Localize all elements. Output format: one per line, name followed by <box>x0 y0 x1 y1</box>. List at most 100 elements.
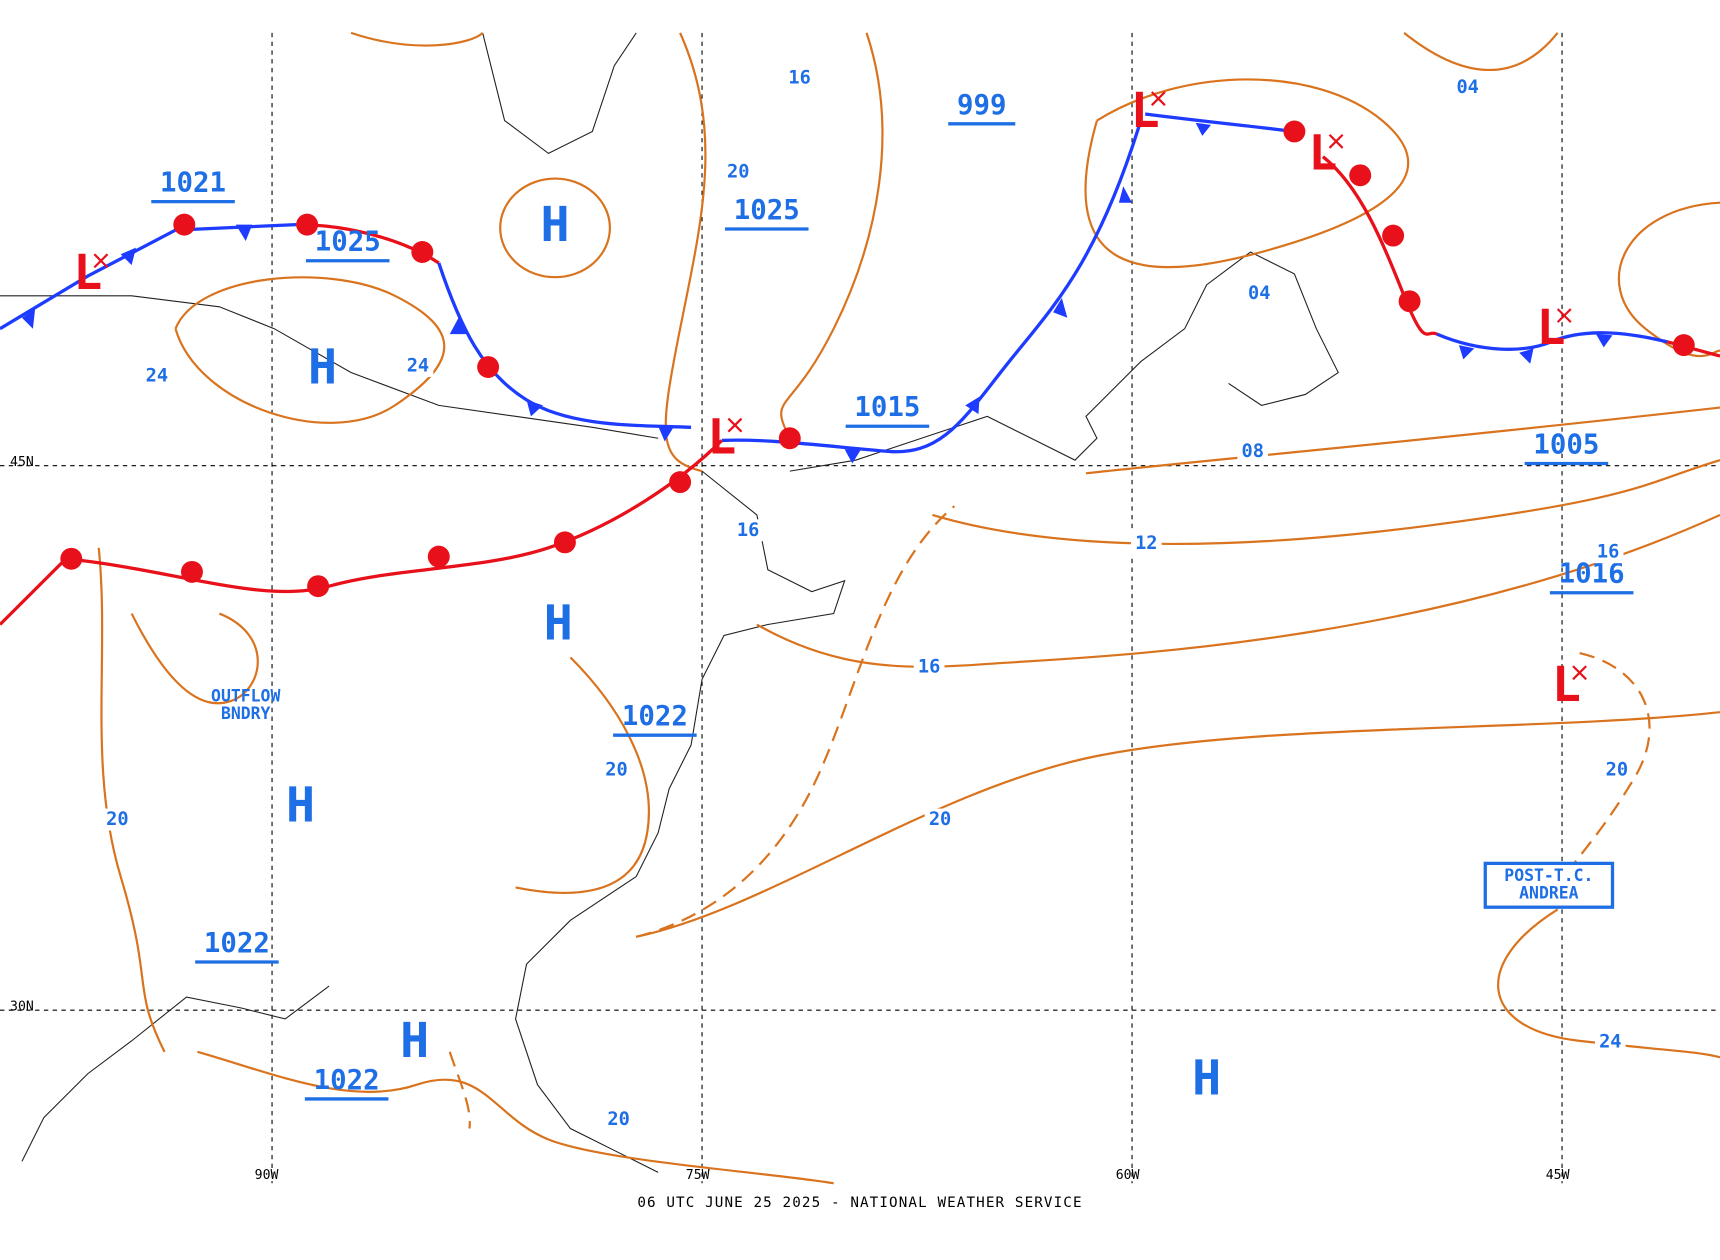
isobar <box>130 612 259 705</box>
isobar <box>1085 406 1720 475</box>
annotation-text: OUTFLOW <box>211 686 280 705</box>
low-pressure-center: L <box>1552 657 1581 713</box>
isobar-label-bg <box>722 161 754 183</box>
isobar-label-bg <box>141 364 173 387</box>
cold-front <box>0 222 297 331</box>
cold-front <box>1144 112 1295 134</box>
longitude-label: 60W <box>1116 1168 1140 1183</box>
cold-front <box>437 262 692 429</box>
isobar-label-bg <box>1243 282 1275 305</box>
high-pressure-center: H <box>544 596 573 652</box>
front-pips <box>60 120 1695 598</box>
fronts <box>0 112 1720 626</box>
isobar <box>1403 32 1559 72</box>
cold-front <box>1436 331 1668 351</box>
stationary-front <box>0 439 723 626</box>
high-pressure-center: H <box>286 778 315 834</box>
isobar-label-bg <box>1594 1031 1626 1053</box>
low-pressure-center: L <box>1537 300 1566 356</box>
isobar <box>1617 201 1720 358</box>
trough <box>448 1051 471 1129</box>
footer: 06 UTC JUNE 25 2025 - NATIONAL WEATHER S… <box>637 1195 1082 1211</box>
trough <box>635 505 956 938</box>
central-pressure: 1022 <box>204 928 270 959</box>
border <box>0 295 659 439</box>
isobar-label-bg <box>913 656 945 679</box>
grid <box>0 32 1720 1184</box>
isobar-label: 20 <box>929 809 951 830</box>
isobar <box>499 177 611 279</box>
isobar-label: 16 <box>788 67 810 88</box>
isobar <box>174 276 446 424</box>
isobar-label: 20 <box>727 162 749 183</box>
low-marker <box>1151 91 1166 106</box>
isobar-label: 08 <box>1241 441 1263 462</box>
annotation-box <box>1483 861 1615 909</box>
longitude-label: 45W <box>1546 1168 1570 1183</box>
low-marker <box>1572 665 1587 681</box>
isobar-label: 16 <box>1597 542 1619 563</box>
coastlines <box>0 32 1339 1173</box>
central-pressure: 1025 <box>315 227 381 258</box>
isobar <box>197 1050 834 1185</box>
isobar <box>664 32 707 473</box>
isobar-label-bg <box>603 1108 635 1131</box>
high-pressure-center: H <box>400 1013 429 1069</box>
central-pressure: 1015 <box>854 392 920 423</box>
isobar-label-bg <box>1601 759 1633 782</box>
coastline <box>21 985 330 1162</box>
isobar-label: 16 <box>918 657 940 678</box>
low-pressure-center: L <box>1308 126 1337 182</box>
trough <box>1554 651 1651 889</box>
isobar-label: 24 <box>1599 1031 1621 1052</box>
isobar-label-bg <box>1237 440 1269 463</box>
central-pressure: 1005 <box>1533 429 1599 460</box>
central-pressure: 1021 <box>160 168 226 199</box>
low-marker <box>1556 308 1572 323</box>
latitude-label: 45N <box>10 455 34 470</box>
isobar-label: 04 <box>1456 77 1478 98</box>
isobar-label-bg <box>402 354 434 377</box>
isobar-label-bg <box>601 759 632 782</box>
isobar-label: 24 <box>407 355 429 376</box>
central-pressure: 1022 <box>314 1065 380 1096</box>
high-pressure-center: H <box>541 197 570 253</box>
central-pressure: 1025 <box>734 195 800 226</box>
isobar-label-bg <box>102 808 133 831</box>
low-marker <box>727 417 743 433</box>
high-pressure-center: H <box>308 339 337 395</box>
longitude-label: 75W <box>686 1168 710 1183</box>
isobar-label: 20 <box>607 1109 629 1130</box>
isobar-label-bg <box>1592 541 1624 564</box>
isobars <box>97 31 1720 1185</box>
isobar <box>97 547 166 1053</box>
isobar <box>1084 78 1410 269</box>
latitude-label: 30N <box>10 999 34 1014</box>
isobar <box>636 711 1720 938</box>
isobar-label: 20 <box>605 760 627 781</box>
annotation-text: ANDREA <box>1519 884 1579 903</box>
isobar <box>515 656 650 895</box>
isobar-label-bg <box>1130 532 1162 555</box>
troughs <box>448 505 1651 1129</box>
isobar-label: 12 <box>1135 533 1157 554</box>
coastline <box>789 251 1339 472</box>
coastline <box>514 470 846 1173</box>
isobar-label-bg <box>924 808 956 831</box>
central-pressure: 1022 <box>622 701 688 732</box>
isobar-label-bg <box>732 519 764 542</box>
isobar <box>350 31 484 47</box>
coastline <box>482 32 637 155</box>
cold-front <box>721 120 1143 454</box>
low-pressure-center: L <box>73 245 102 301</box>
low-pressure-center: L <box>1131 83 1160 139</box>
isobar-label: 04 <box>1248 283 1270 304</box>
warm-front <box>1321 155 1438 336</box>
low-marker <box>1328 133 1344 149</box>
isobar <box>1497 908 1720 1059</box>
longitude-label: 90W <box>255 1168 279 1183</box>
isobar <box>756 513 1720 668</box>
isobar <box>780 32 884 439</box>
